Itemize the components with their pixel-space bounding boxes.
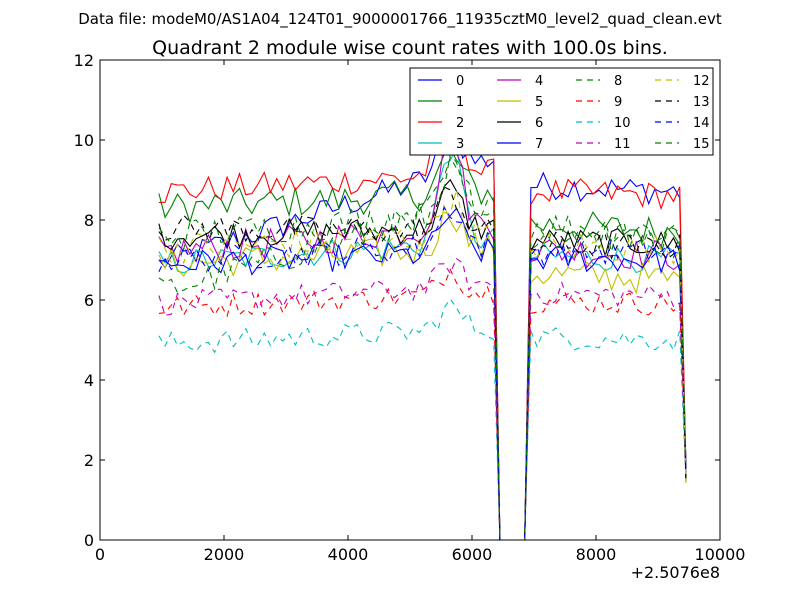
x-tick-label: 10000 xyxy=(695,545,746,564)
x-tick-label: 4000 xyxy=(328,545,369,564)
series-line-1 xyxy=(158,147,687,541)
y-tick-label: 4 xyxy=(84,371,94,390)
series-line-10 xyxy=(158,298,687,541)
series-line-13 xyxy=(158,186,687,541)
series-line-11 xyxy=(158,257,687,541)
series-line-15 xyxy=(158,152,687,541)
x-tick-label: 8000 xyxy=(576,545,617,564)
x-tick-label: 6000 xyxy=(452,545,493,564)
suptitle: Data file: modeM0/AS1A04_124T01_90000017… xyxy=(78,10,722,29)
legend-label-0: 0 xyxy=(456,74,464,89)
y-tick-label: 12 xyxy=(74,51,94,70)
x-tick-label: 2000 xyxy=(204,545,245,564)
legend-label-1: 1 xyxy=(456,95,464,110)
legend-label-11: 11 xyxy=(614,137,631,152)
x-tick-label: 0 xyxy=(95,545,105,564)
plot-frame xyxy=(99,59,721,541)
series-line-6 xyxy=(158,178,687,541)
legend-label-14: 14 xyxy=(693,116,710,131)
y-tick-label: 2 xyxy=(84,451,94,470)
series-line-0 xyxy=(158,131,687,541)
y-tick-label: 6 xyxy=(84,291,94,310)
legend-label-6: 6 xyxy=(535,116,543,131)
series-line-12 xyxy=(158,189,687,541)
legend-label-7: 7 xyxy=(535,137,543,152)
legend-box xyxy=(409,67,714,156)
legend-label-8: 8 xyxy=(614,74,622,89)
series-line-2 xyxy=(158,101,687,541)
y-tick-label: 8 xyxy=(84,211,94,230)
legend-label-12: 12 xyxy=(693,74,710,89)
legend-label-3: 3 xyxy=(456,137,464,152)
legend-label-4: 4 xyxy=(535,74,543,89)
series-line-9 xyxy=(158,268,687,541)
legend-label-2: 2 xyxy=(456,116,464,131)
legend-label-5: 5 xyxy=(535,95,543,110)
y-tick-label: 10 xyxy=(74,131,94,150)
legend-label-10: 10 xyxy=(614,116,631,131)
chart-title: Quadrant 2 module wise count rates with … xyxy=(152,37,668,59)
y-tick-label: 0 xyxy=(84,531,94,550)
legend-label-9: 9 xyxy=(614,95,622,110)
series-line-7 xyxy=(158,207,687,541)
legend-label-15: 15 xyxy=(693,137,710,152)
x-offset-label: +2.5076e8 xyxy=(631,563,720,582)
series-line-3 xyxy=(158,145,687,541)
series-layer xyxy=(158,101,687,541)
series-line-5 xyxy=(158,204,687,541)
legend-label-13: 13 xyxy=(693,95,710,110)
series-line-8 xyxy=(158,156,687,541)
